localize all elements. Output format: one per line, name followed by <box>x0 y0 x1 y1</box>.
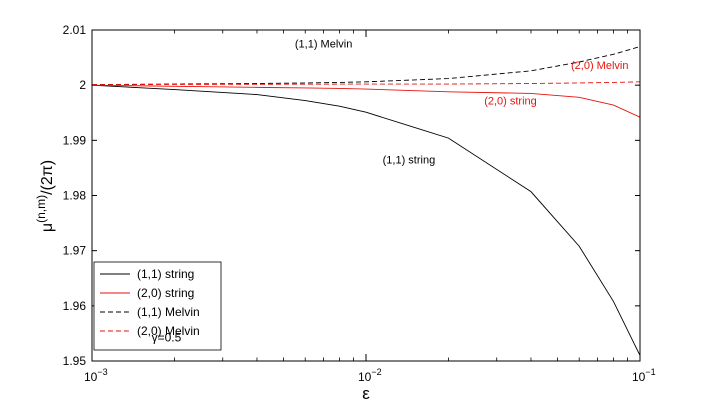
annotation-2-0-string: (2,0) string <box>484 95 537 107</box>
series-2-0-string <box>91 84 641 118</box>
legend-label-2-0-melvin: (2,0) Melvin <box>137 324 200 338</box>
annotation-1-1-melvin: (1,1) Melvin <box>295 39 352 51</box>
legend-box <box>93 261 222 351</box>
x-tick-label: 10−2 <box>358 367 382 384</box>
x-tick-label: 10−1 <box>632 367 656 384</box>
svg-text:μ(n,m)/(2π): μ(n,m)/(2π) <box>34 160 56 232</box>
annotation-2-0-melvin: (2,0) Melvin <box>571 60 628 72</box>
y-tick-label: 1.99 <box>63 133 87 147</box>
y-axis-label: μ(n,m)/(2π) <box>34 160 56 232</box>
legend: (1,1) string (2,0) string (1,1) Melvin (2,0… <box>93 261 222 351</box>
series-2-0-melvin <box>91 81 641 86</box>
gamma-parameter-label: γ=0.5 <box>152 331 182 345</box>
annotation-1-1-string: (1,1) string <box>383 155 436 167</box>
y-tick-label: 2.01 <box>63 23 87 37</box>
legend-label-1-1-melvin: (1,1) Melvin <box>137 305 200 319</box>
legend-label-1-1-string: (1,1) string <box>137 267 194 281</box>
y-label-base: μ <box>39 223 56 232</box>
y-tick-label: 1.97 <box>63 244 87 258</box>
y-tick-label: 1.95 <box>63 354 87 368</box>
plot-frame <box>91 29 641 362</box>
x-tick-label: 10−3 <box>84 367 108 384</box>
series-1-1-string <box>91 84 641 356</box>
y-tick-label: 1.98 <box>63 189 87 203</box>
x-axis-label: ε <box>362 384 370 403</box>
y-label-tail: /(2π) <box>39 160 56 195</box>
y-tick-label: 2 <box>79 78 86 92</box>
y-label-superscript: (n,m) <box>34 195 48 223</box>
annotations: (1,1) Melvin (2,0) Melvin (2,0) string (1,1… <box>295 39 629 167</box>
x-tick-labels: 10−3 10−2 10−1 <box>84 367 656 384</box>
y-tick-labels: 1.95 1.96 1.97 1.98 1.99 2 2.01 <box>63 23 87 368</box>
series-group <box>91 46 641 356</box>
y-tick-label: 1.96 <box>63 299 87 313</box>
series-1-1-melvin <box>91 46 641 86</box>
legend-label-2-0-string: (2,0) string <box>137 286 194 300</box>
